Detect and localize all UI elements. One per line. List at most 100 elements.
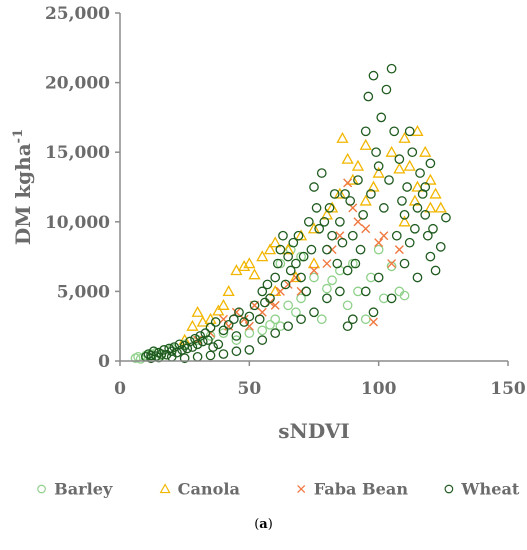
data-point xyxy=(296,293,306,304)
data-point xyxy=(217,298,230,310)
data-point xyxy=(205,322,216,333)
data-point xyxy=(285,265,296,276)
data-point xyxy=(238,260,251,271)
data-point xyxy=(342,321,353,332)
data-point xyxy=(327,245,337,255)
data-point xyxy=(359,194,372,206)
data-point xyxy=(186,319,199,331)
data-point xyxy=(333,187,346,199)
data-point xyxy=(269,236,282,248)
scatter-plot: 0 5,000 10,000 15,000 20,000 25,000 0 50 100 150 … xyxy=(11,4,526,498)
data-point xyxy=(399,258,410,269)
legend-label: Barley xyxy=(54,479,113,498)
data-point xyxy=(244,328,255,339)
data-point xyxy=(208,342,218,352)
data-point xyxy=(224,321,234,331)
data-point xyxy=(187,342,198,352)
y-tick-label: 15,000 xyxy=(45,143,110,163)
data-point xyxy=(218,328,229,339)
data-point xyxy=(257,325,268,336)
data-point xyxy=(296,314,306,325)
data-point xyxy=(341,152,354,164)
data-point xyxy=(355,244,366,255)
legend-label: Wheat xyxy=(460,479,519,498)
data-point xyxy=(415,168,425,178)
data-point xyxy=(422,230,433,241)
data-point xyxy=(379,231,389,241)
data-point xyxy=(291,272,301,282)
data-point xyxy=(257,286,268,297)
data-point xyxy=(192,351,203,362)
data-point xyxy=(263,243,277,255)
data-point xyxy=(218,325,229,336)
data-point xyxy=(347,230,358,241)
data-point xyxy=(293,230,304,241)
data-point xyxy=(434,201,447,213)
data-point xyxy=(283,279,293,289)
legend-item-canola: Canola xyxy=(159,479,241,498)
data-point xyxy=(327,275,337,286)
data-point xyxy=(420,182,431,192)
y-axis-title: DM kgha-1 xyxy=(11,129,35,245)
legend-label: Canola xyxy=(178,479,241,498)
data-point xyxy=(336,131,349,143)
data-point xyxy=(296,272,306,283)
data-point xyxy=(212,304,225,316)
data-point xyxy=(282,243,295,255)
data-point xyxy=(428,223,438,234)
data-point xyxy=(309,307,319,318)
data-point xyxy=(374,238,384,248)
data-point xyxy=(378,203,389,213)
data-point xyxy=(404,126,415,137)
data-point xyxy=(403,159,416,171)
data-point xyxy=(244,345,255,355)
data-point xyxy=(343,178,353,188)
data-point xyxy=(398,215,411,227)
legend-marker xyxy=(159,483,171,494)
data-point xyxy=(353,175,363,185)
data-point xyxy=(386,293,397,304)
data-point xyxy=(387,259,397,269)
data-point xyxy=(350,258,361,269)
data-point xyxy=(309,266,319,276)
data-point xyxy=(174,339,185,350)
data-point xyxy=(389,126,400,137)
data-point xyxy=(192,339,203,350)
data-point xyxy=(243,257,256,269)
data-point xyxy=(316,314,327,325)
data-point xyxy=(146,353,156,364)
legend: Barley Canola Faba Bean Wheat xyxy=(37,479,520,498)
data-point xyxy=(307,222,321,234)
data-point xyxy=(296,286,306,296)
data-point xyxy=(309,182,319,192)
data-point xyxy=(218,349,229,359)
data-point xyxy=(254,314,265,325)
data-point xyxy=(347,258,358,269)
data-point xyxy=(345,196,356,206)
y-tick-label: 20,000 xyxy=(45,74,110,94)
data-point xyxy=(278,230,288,241)
data-point xyxy=(244,321,254,331)
data-point xyxy=(213,339,224,350)
data-point xyxy=(244,311,255,322)
data-point xyxy=(373,161,384,171)
data-point xyxy=(335,216,345,227)
data-point xyxy=(265,293,275,304)
data-point xyxy=(306,244,317,255)
y-axis-title-superscript: -1 xyxy=(11,129,26,143)
data-point xyxy=(231,331,242,341)
data-point xyxy=(275,258,286,269)
data-point xyxy=(368,70,379,81)
data-point xyxy=(272,258,283,269)
data-point xyxy=(342,300,353,311)
data-point xyxy=(394,245,404,255)
data-point xyxy=(322,283,332,294)
data-point xyxy=(179,353,190,364)
data-point xyxy=(270,272,281,283)
data-point xyxy=(322,259,332,269)
data-point xyxy=(353,217,363,227)
data-point xyxy=(288,237,299,248)
data-point xyxy=(337,237,348,248)
data-point xyxy=(239,314,249,324)
